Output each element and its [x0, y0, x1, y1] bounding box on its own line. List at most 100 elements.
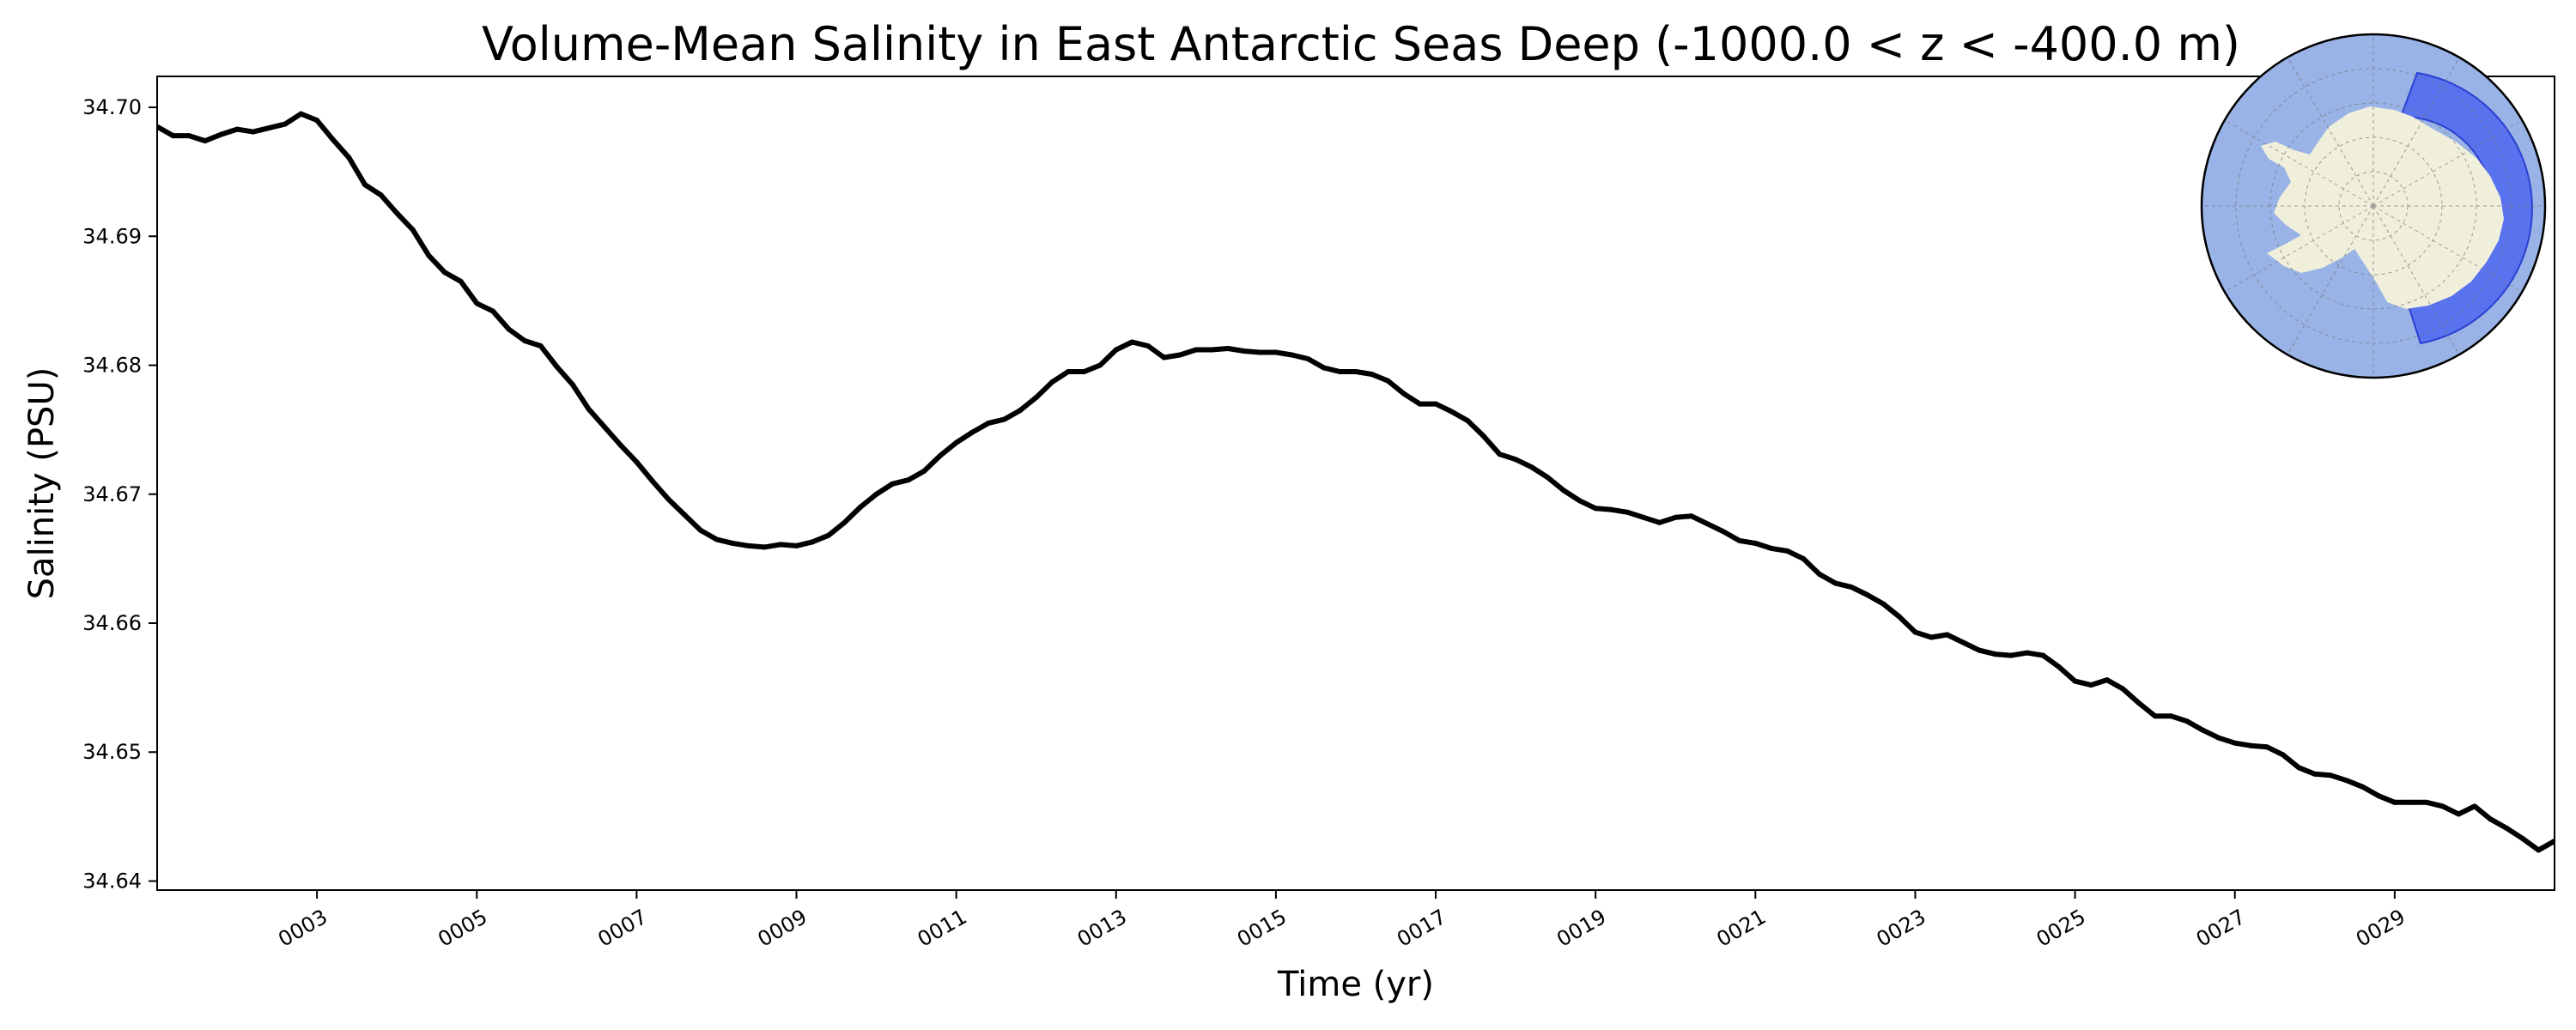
data-point	[234, 126, 240, 132]
data-point	[1577, 498, 1583, 504]
data-point	[1225, 346, 1231, 352]
y-tick-label: 34.64	[82, 869, 142, 893]
data-point	[1673, 514, 1679, 520]
data-point	[650, 478, 656, 484]
chart-title: Volume-Mean Salinity in East Antarctic S…	[482, 17, 2240, 71]
y-axis-label: Salinity (PSU)	[22, 367, 62, 600]
data-point	[458, 278, 464, 284]
data-point	[2024, 650, 2030, 656]
data-point	[202, 138, 208, 144]
data-point	[554, 364, 560, 370]
data-point	[426, 252, 432, 258]
data-point	[985, 421, 991, 427]
data-point	[921, 468, 927, 474]
data-point	[2232, 740, 2238, 746]
data-point	[2488, 816, 2494, 822]
data-point	[586, 406, 592, 412]
data-point	[2376, 793, 2382, 799]
data-point	[1545, 475, 1551, 481]
data-point	[2296, 765, 2302, 771]
data-point	[1161, 354, 1167, 360]
data-point	[2104, 677, 2110, 683]
data-point	[394, 210, 400, 216]
data-point	[2216, 735, 2222, 741]
data-point	[745, 542, 751, 548]
data-point	[218, 131, 224, 137]
data-point	[1768, 545, 1774, 551]
y-tick-label: 34.69	[82, 224, 142, 248]
data-point	[1849, 584, 1855, 590]
data-point	[793, 542, 799, 548]
data-point	[2439, 803, 2445, 809]
data-point	[2391, 799, 2397, 805]
data-point	[1097, 362, 1103, 368]
data-point	[1033, 395, 1039, 401]
data-point	[1465, 418, 1471, 424]
data-point	[1497, 451, 1503, 457]
data-point	[1065, 369, 1071, 375]
data-points	[157, 111, 2555, 853]
data-point	[1992, 651, 1998, 657]
y-axis: 34.64 34.65 34.66 34.67 34.68 34.69 34.70	[82, 95, 157, 893]
data-point	[170, 133, 176, 139]
data-point	[1369, 372, 1375, 378]
graticule-meridian	[2287, 205, 2374, 355]
data-point	[1976, 647, 1982, 653]
data-point	[1625, 509, 1631, 515]
data-point	[2536, 847, 2542, 853]
data-point	[2456, 811, 2462, 817]
data-point	[810, 539, 816, 545]
data-point	[1353, 369, 1358, 375]
data-point	[2168, 713, 2174, 719]
data-point	[250, 129, 256, 135]
data-point	[1193, 347, 1199, 353]
data-point	[346, 154, 352, 161]
data-point	[266, 125, 272, 131]
y-tick-label: 34.65	[82, 740, 142, 764]
data-point	[1433, 401, 1439, 407]
data-point	[2152, 713, 2158, 719]
data-point	[2008, 652, 2014, 658]
data-point	[1257, 349, 1263, 355]
data-point	[2184, 718, 2190, 724]
data-point	[1305, 356, 1311, 362]
data-point	[2519, 835, 2525, 841]
data-point	[1864, 591, 1870, 597]
data-point	[1721, 529, 1727, 535]
data-point	[1145, 342, 1151, 348]
data-point	[2504, 825, 2510, 831]
data-point	[1241, 348, 1247, 354]
data-point	[714, 536, 720, 542]
data-point	[2280, 752, 2286, 758]
data-point	[2200, 727, 2206, 733]
data-point	[2263, 744, 2269, 750]
data-point	[665, 496, 671, 502]
data-point	[1113, 347, 1119, 353]
data-point	[522, 337, 528, 343]
data-point	[841, 519, 848, 525]
data-point	[1177, 352, 1183, 358]
data-point	[538, 342, 544, 348]
data-point	[186, 133, 192, 139]
graticule-meridian	[2372, 205, 2523, 293]
data-point	[1337, 369, 1343, 375]
data-point	[506, 326, 512, 332]
data-point	[1273, 349, 1279, 355]
data-point	[2120, 686, 2126, 692]
data-point	[1944, 632, 1950, 638]
map-highlighted-region	[2399, 71, 2533, 345]
data-point	[378, 192, 384, 198]
graticule-meridian	[2287, 57, 2374, 207]
data-point	[1321, 365, 1327, 371]
data-point	[617, 442, 623, 448]
data-point	[314, 118, 320, 124]
graticule-meridian	[2372, 119, 2523, 207]
graticule-meridian	[2372, 57, 2460, 207]
data-point	[2040, 652, 2046, 658]
data-point	[1385, 378, 1391, 384]
map-graticule	[2202, 34, 2545, 378]
map-outline	[2200, 33, 2547, 379]
data-point	[1417, 401, 1423, 407]
data-point	[682, 512, 688, 518]
